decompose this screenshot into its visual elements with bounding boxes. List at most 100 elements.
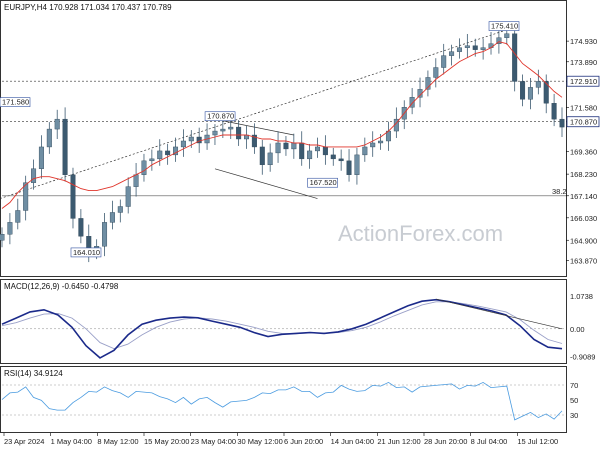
candle	[512, 33, 518, 82]
annotation-label: 175.410	[491, 22, 518, 31]
candle	[54, 118, 60, 130]
candle	[409, 97, 415, 108]
x-tick-label: 15 Jul 12:00	[517, 437, 558, 446]
candle	[370, 142, 376, 148]
x-tick-label: 23 May 04:00	[191, 437, 236, 446]
x-tick-label: 1 May 04:00	[51, 437, 92, 446]
x-tick-label: 8 May 12:00	[97, 437, 138, 446]
annotation-box	[204, 111, 236, 122]
candle	[149, 158, 155, 162]
fib-label: 38.2	[552, 187, 567, 196]
x-tick-label: 6 Jun 20:00	[284, 437, 323, 446]
candle	[141, 160, 147, 175]
x-tick-label: 14 Jun 04:00	[331, 437, 374, 446]
candle	[133, 174, 139, 187]
annotation-box	[0, 97, 31, 107]
candle	[0, 234, 5, 241]
candle	[520, 81, 526, 100]
candle	[449, 51, 455, 56]
channel-bottom	[214, 168, 318, 199]
candle	[31, 168, 37, 183]
annotation-box	[307, 177, 338, 188]
candle	[314, 146, 320, 152]
candle	[441, 55, 447, 68]
candle	[38, 146, 44, 169]
price-panel	[0, 0, 567, 277]
y-tick-label: 173.890	[570, 58, 597, 67]
annotation-label: 164.010	[73, 248, 100, 257]
price-annotation: 170.870	[204, 111, 236, 122]
candle	[212, 130, 218, 136]
y-tick-label: 167.140	[570, 192, 597, 201]
candle	[117, 206, 123, 213]
annotation-label: 167.520	[310, 178, 337, 187]
candle	[188, 136, 194, 142]
rsi-title: RSI(14) 34.9124	[4, 369, 63, 378]
candle	[480, 47, 486, 50]
macd-title: MACD(12,26,9) -0.6450 -0.4798	[4, 282, 119, 291]
macd-tick-label: -0.9089	[570, 353, 595, 362]
macd-tick-label: 1.0738	[570, 292, 593, 301]
candle	[456, 47, 462, 52]
rsi-tick-label: 30	[570, 411, 578, 420]
candle	[307, 150, 313, 160]
watermark: ActionForex.com	[338, 221, 503, 246]
candle	[267, 152, 273, 166]
candle	[504, 33, 510, 38]
rsi-panel	[0, 366, 567, 433]
price-annotation: 164.010	[70, 247, 102, 258]
annotation-label: 170.870	[207, 112, 234, 121]
y-tick-label: 174.930	[570, 37, 597, 46]
rsi-line	[1, 381, 563, 421]
axis-layer: 174.930 173.890 172.910 171.580 170.870 169.3…	[3, 37, 600, 446]
candle	[433, 67, 439, 78]
candle	[78, 218, 84, 237]
ma-line	[1, 41, 563, 209]
macd-panel	[0, 279, 567, 364]
x-tick-label: 8 Jul 04:00	[471, 437, 508, 446]
x-tick-label: 23 Apr 2024	[4, 437, 44, 446]
price-annotation: 175.410	[488, 21, 520, 31]
x-tick-label: 30 May 12:00	[237, 437, 282, 446]
candle	[362, 146, 368, 156]
price-annotation: 171.580	[0, 97, 31, 107]
candle	[173, 146, 179, 156]
price-tag-label: 172.910	[570, 77, 597, 86]
price-tag-box	[566, 116, 600, 128]
candle	[346, 160, 352, 175]
macd-signal-line	[1, 301, 563, 350]
y-tick-label: 163.870	[570, 257, 597, 266]
candle	[425, 77, 431, 90]
candle	[535, 81, 541, 88]
candle	[70, 174, 76, 219]
y-tick-label: 166.030	[570, 214, 597, 223]
candle	[46, 128, 52, 148]
annotation-box	[70, 247, 102, 258]
y-tick-label: 168.230	[570, 170, 597, 179]
trendline	[0, 29, 507, 199]
candle	[109, 212, 115, 223]
candle	[496, 37, 502, 44]
price-tag-label: 170.870	[570, 118, 597, 127]
candle	[283, 142, 289, 150]
rsi-tick-label: 70	[570, 381, 578, 390]
candle	[291, 142, 297, 150]
macd-tick-label: 0.00	[570, 325, 585, 334]
macd-trendline	[435, 298, 563, 330]
candle	[551, 103, 557, 120]
macd-line	[1, 298, 563, 359]
candle	[559, 118, 565, 128]
candle	[472, 45, 478, 50]
price-title: EURJPY,H4 170.928 171.034 170.437 170.78…	[4, 3, 172, 12]
candle	[275, 142, 281, 154]
y-tick-label: 169.360	[570, 148, 597, 157]
annotation-label: 171.580	[2, 98, 29, 107]
annotation-box	[488, 21, 520, 31]
candle	[378, 140, 384, 144]
candle	[15, 210, 21, 223]
candle	[165, 150, 171, 156]
candle	[125, 186, 131, 207]
x-tick-label: 28 Jun 20:00	[424, 437, 467, 446]
candle	[102, 222, 108, 247]
